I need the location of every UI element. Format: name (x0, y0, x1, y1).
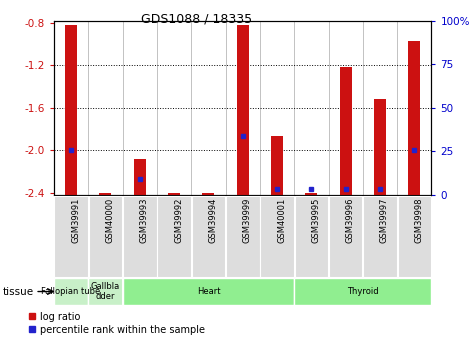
Bar (226, 196, 259, 277)
Bar (88, 278, 122, 305)
Text: GSM39998: GSM39998 (414, 197, 424, 243)
Bar (294, 278, 431, 305)
Text: Fallopian tube: Fallopian tube (41, 287, 101, 296)
Bar (134, 159, 146, 195)
Text: GSM39991: GSM39991 (71, 197, 80, 243)
Bar (168, 193, 180, 195)
Bar (157, 196, 191, 277)
Bar (191, 196, 225, 277)
Text: tissue: tissue (2, 287, 33, 296)
Bar (305, 193, 318, 195)
Bar (203, 193, 214, 195)
Bar (408, 41, 420, 195)
Bar (374, 99, 386, 195)
Legend: log ratio, percentile rank within the sample: log ratio, percentile rank within the sa… (28, 312, 205, 335)
Bar (340, 67, 352, 195)
Bar (363, 196, 397, 277)
Text: GSM39999: GSM39999 (243, 197, 252, 243)
Text: GSM39994: GSM39994 (208, 197, 218, 243)
Text: GSM40000: GSM40000 (106, 197, 114, 243)
Bar (65, 25, 77, 195)
Bar (123, 196, 157, 277)
Text: GSM39993: GSM39993 (140, 197, 149, 243)
Text: GSM39995: GSM39995 (311, 197, 320, 243)
Text: GSM39992: GSM39992 (174, 197, 183, 243)
Text: Heart: Heart (197, 287, 220, 296)
Bar (99, 193, 112, 195)
Text: GSM40001: GSM40001 (277, 197, 286, 243)
Bar (237, 25, 249, 195)
Text: GSM39996: GSM39996 (346, 197, 355, 243)
Bar (122, 278, 294, 305)
Bar (260, 196, 294, 277)
Bar (54, 278, 88, 305)
Bar (89, 196, 122, 277)
Bar (329, 196, 363, 277)
Text: GDS1088 / 18335: GDS1088 / 18335 (142, 12, 252, 25)
Text: Thyroid: Thyroid (347, 287, 378, 296)
Text: GSM39997: GSM39997 (380, 197, 389, 243)
Bar (398, 196, 431, 277)
Bar (295, 196, 328, 277)
Text: Gallbla
dder: Gallbla dder (91, 282, 120, 301)
Bar (54, 196, 88, 277)
Bar (271, 137, 283, 195)
